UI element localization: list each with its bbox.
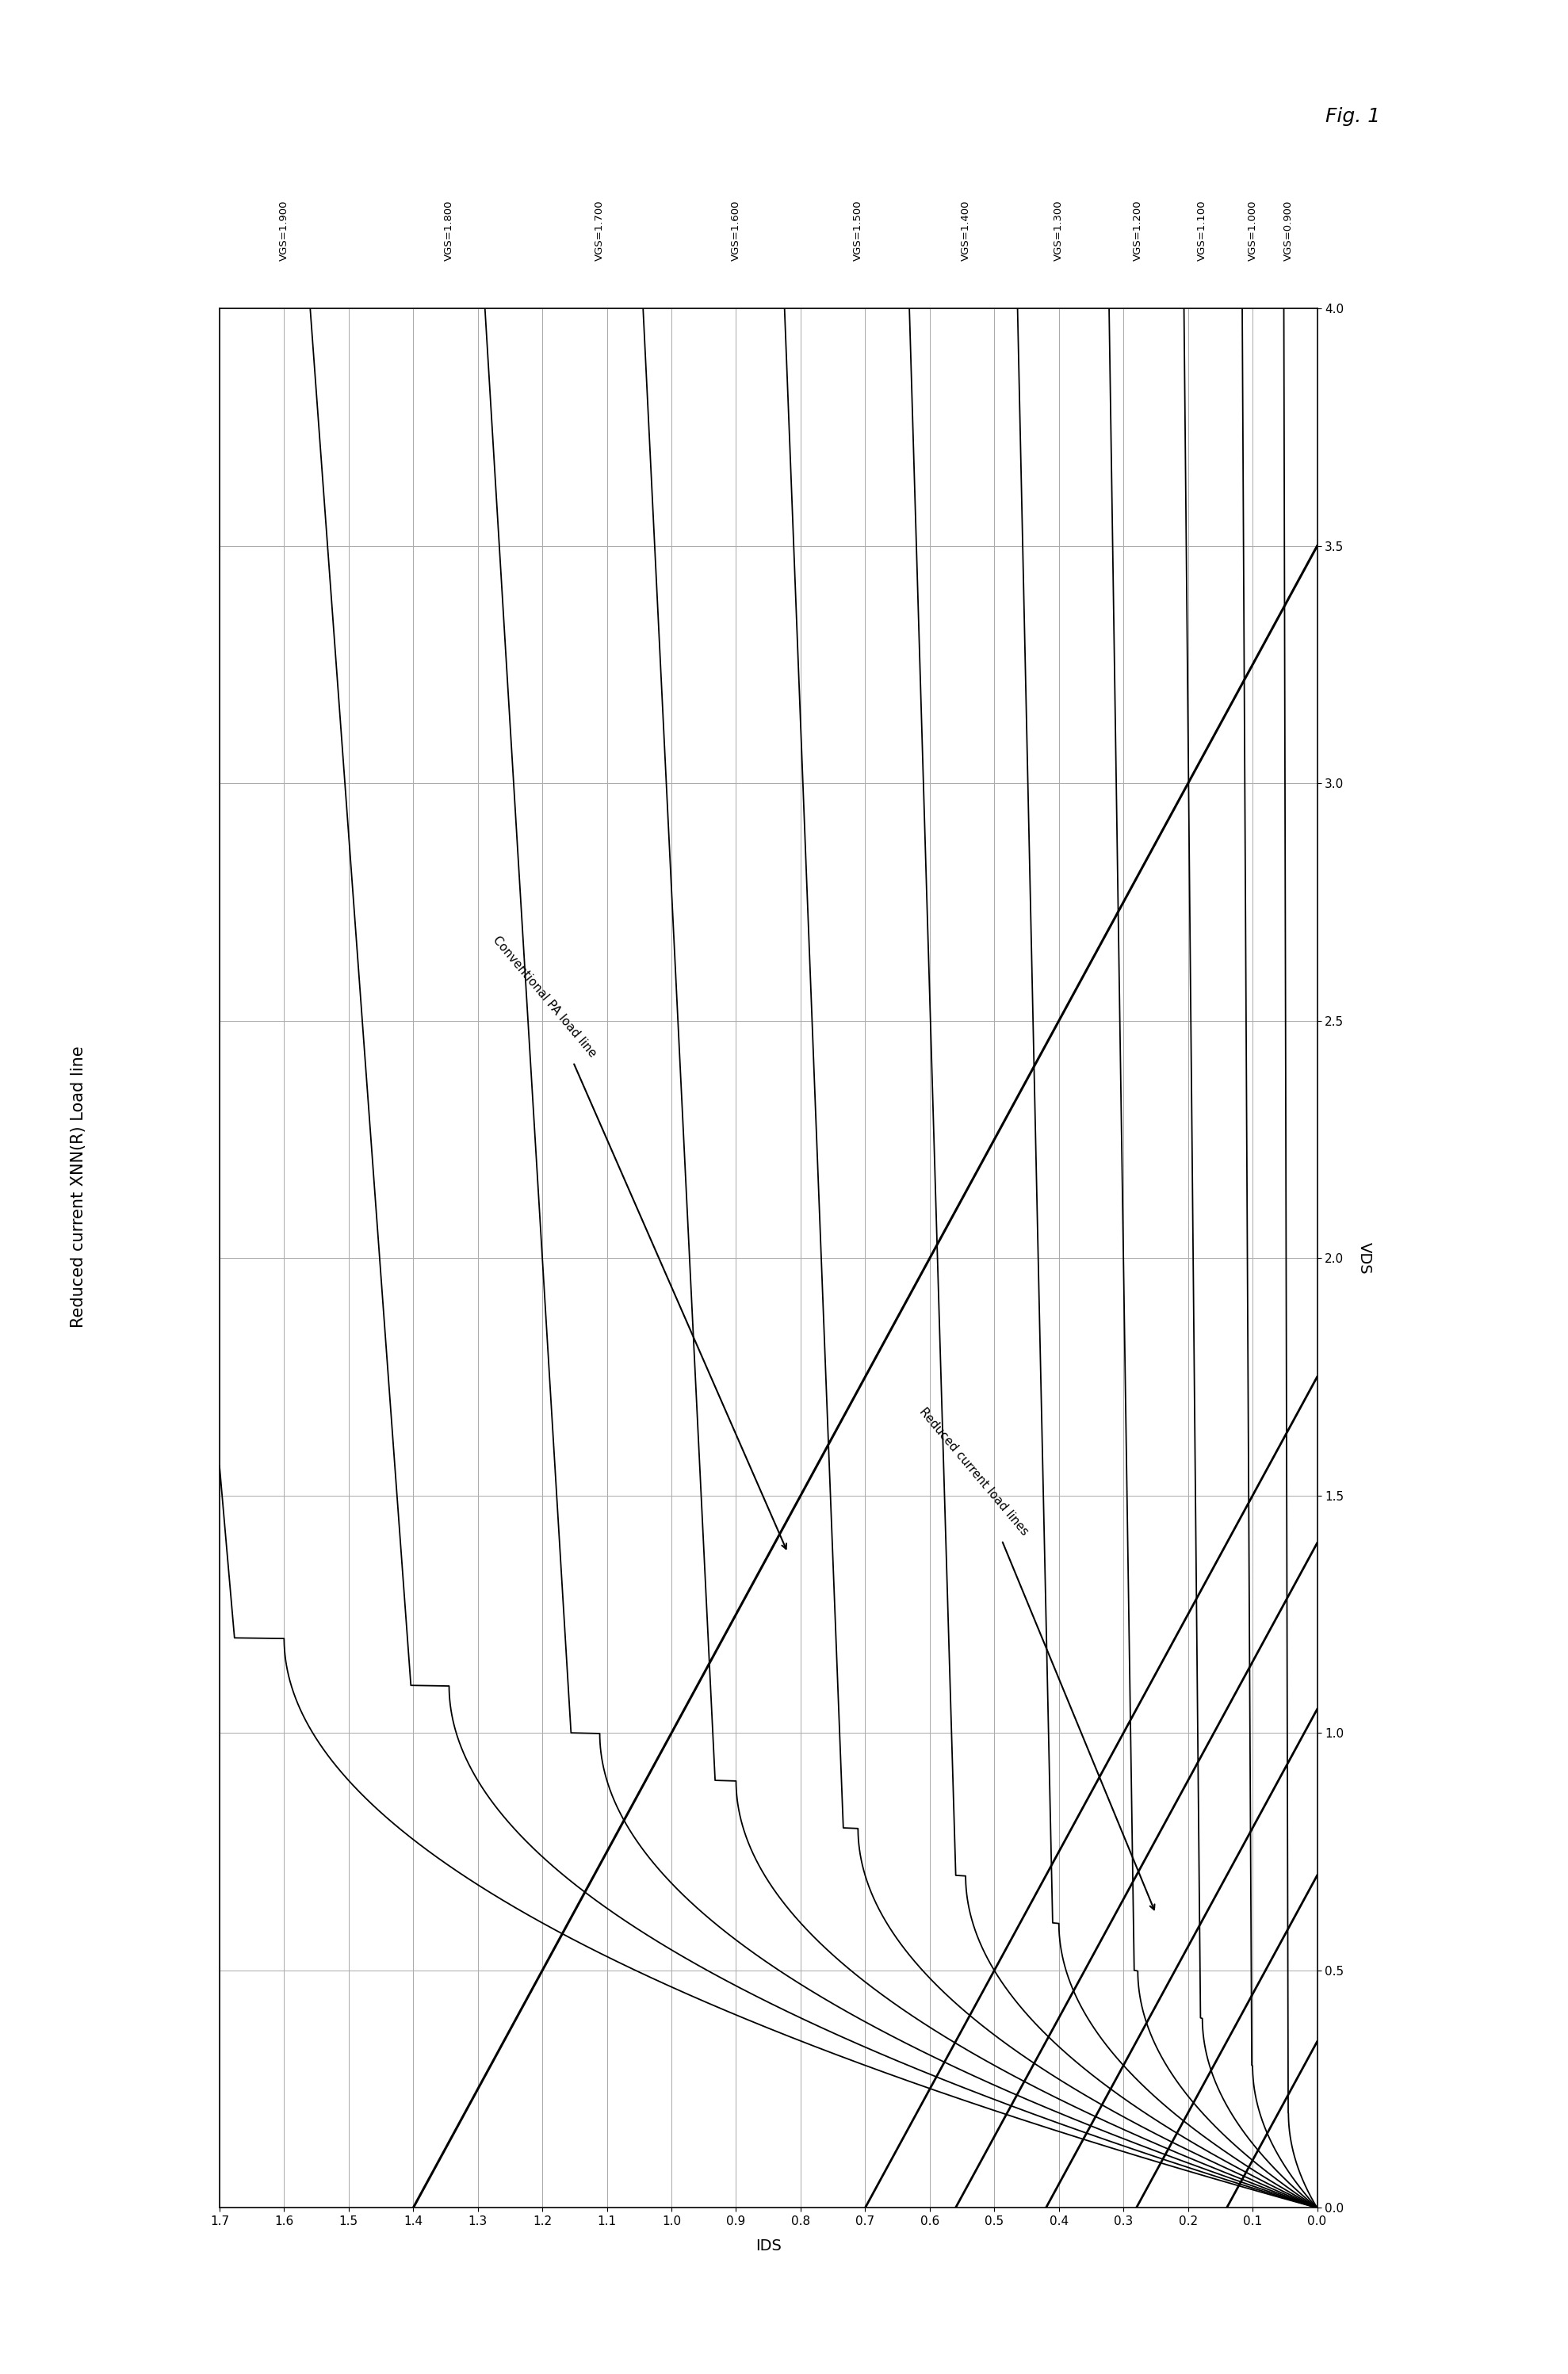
Text: Fig. 1: Fig. 1 [1325, 107, 1380, 126]
Text: VGS=1.400: VGS=1.400 [961, 199, 971, 261]
Text: Reduced current XNN(R) Load line: Reduced current XNN(R) Load line [71, 1047, 86, 1327]
Text: VGS=1.800: VGS=1.800 [444, 199, 455, 261]
Text: VGS=1.300: VGS=1.300 [1054, 199, 1065, 261]
Text: VGS=1.000: VGS=1.000 [1248, 199, 1258, 261]
Text: VGS=1.600: VGS=1.600 [731, 199, 742, 261]
Text: Conventional PA load line: Conventional PA load line [491, 935, 786, 1548]
Text: VGS=0.900: VGS=0.900 [1283, 199, 1294, 261]
Text: VGS=1.900: VGS=1.900 [279, 199, 289, 261]
Y-axis label: VDS: VDS [1358, 1242, 1372, 1275]
Text: VGS=1.100: VGS=1.100 [1198, 199, 1207, 261]
Text: VGS=1.700: VGS=1.700 [594, 199, 605, 261]
Text: Reduced current load lines: Reduced current load lines [917, 1405, 1154, 1909]
Text: VGS=1.500: VGS=1.500 [853, 199, 862, 261]
Text: VGS=1.200: VGS=1.200 [1132, 199, 1143, 261]
X-axis label: IDS: IDS [756, 2239, 781, 2253]
